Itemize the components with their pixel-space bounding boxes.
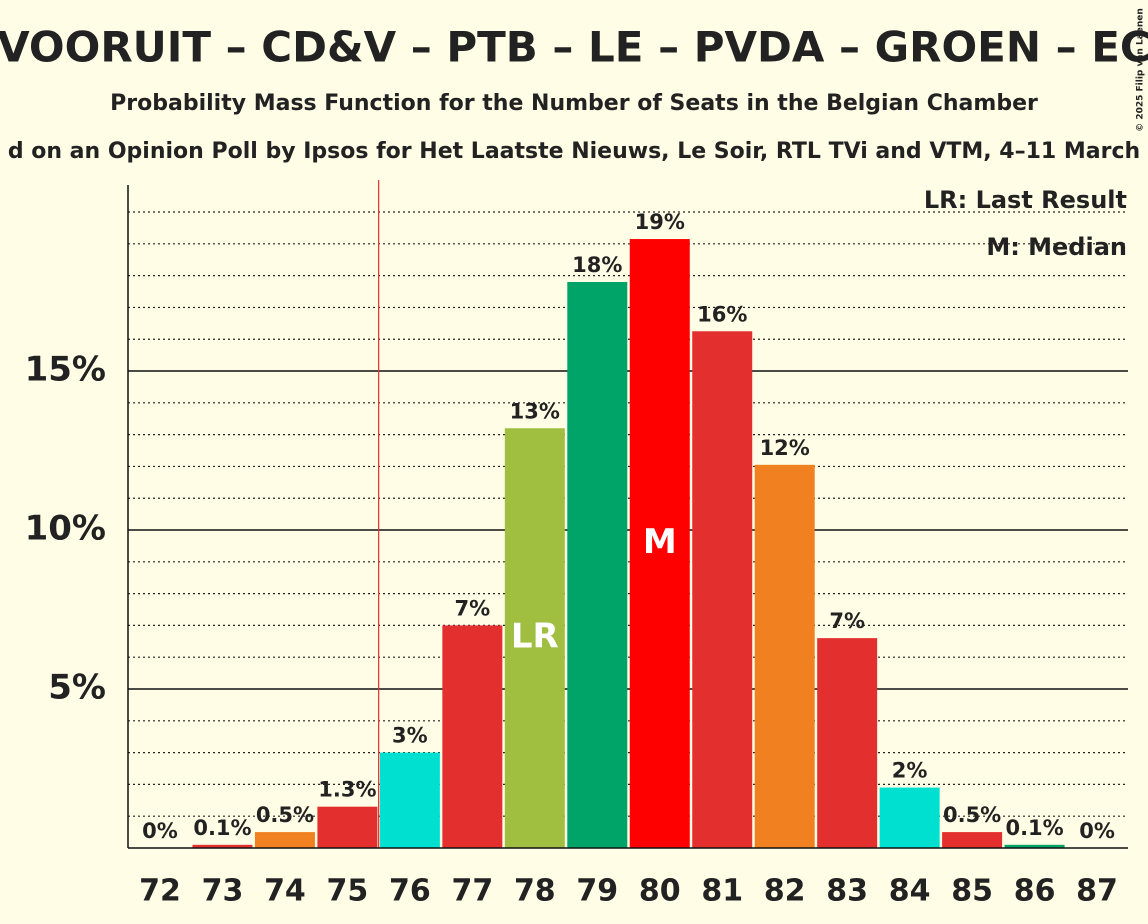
value-label: 19% bbox=[635, 210, 685, 234]
value-label: 18% bbox=[572, 253, 622, 277]
value-label: 3% bbox=[392, 724, 428, 748]
bar bbox=[254, 832, 315, 848]
value-label: 13% bbox=[510, 399, 560, 423]
x-tick-label: 74 bbox=[264, 874, 306, 909]
chart-subtitle: Probability Mass Function for the Number… bbox=[110, 91, 1038, 116]
x-tick-label: 72 bbox=[139, 874, 181, 909]
x-tick-label: 80 bbox=[639, 874, 681, 909]
bar bbox=[504, 428, 565, 848]
value-label: 7% bbox=[829, 609, 865, 633]
bar bbox=[1004, 844, 1065, 848]
bar bbox=[817, 638, 878, 848]
bar bbox=[879, 787, 940, 848]
bar-annotation: M bbox=[643, 522, 677, 562]
bar bbox=[192, 844, 253, 848]
x-tick-label: 81 bbox=[701, 874, 743, 909]
value-label: 12% bbox=[760, 436, 810, 460]
x-tick-label: 75 bbox=[327, 874, 369, 909]
copyright: © 2025 Filip van Laenen bbox=[1136, 8, 1146, 132]
value-label: 0.5% bbox=[943, 803, 1001, 827]
bar-annotation: LR bbox=[511, 617, 559, 657]
legend-entry: M: Median bbox=[986, 233, 1127, 261]
bar bbox=[442, 625, 503, 848]
value-label: 0.1% bbox=[1005, 816, 1063, 840]
x-tick-label: 82 bbox=[764, 874, 806, 909]
y-tick-label: 15% bbox=[25, 350, 106, 390]
bar bbox=[754, 464, 815, 848]
y-tick-label: 5% bbox=[48, 668, 106, 708]
value-label: 0% bbox=[1079, 819, 1115, 843]
x-tick-label: 83 bbox=[826, 874, 868, 909]
x-tick-label: 84 bbox=[889, 874, 931, 909]
x-tick-label: 86 bbox=[1014, 874, 1056, 909]
bar bbox=[629, 239, 690, 848]
bar bbox=[317, 806, 378, 848]
bar bbox=[379, 752, 440, 848]
value-label: 7% bbox=[455, 596, 491, 620]
x-tick-label: 87 bbox=[1076, 874, 1118, 909]
x-tick-label: 78 bbox=[514, 874, 556, 909]
legend-entry: LR: Last Result bbox=[924, 186, 1127, 214]
x-tick-label: 76 bbox=[389, 874, 431, 909]
value-label: 0.5% bbox=[256, 803, 314, 827]
x-tick-label: 77 bbox=[451, 874, 493, 909]
chart-title: – VOORUIT – CD&V – PTB – LE – PVDA – GRO… bbox=[0, 23, 1148, 72]
value-label: 0.1% bbox=[193, 816, 251, 840]
y-tick-label: 10% bbox=[25, 509, 106, 549]
value-label: 2% bbox=[892, 759, 928, 783]
bar bbox=[567, 281, 628, 849]
x-tick-label: 79 bbox=[576, 874, 618, 909]
bar bbox=[942, 832, 1003, 848]
chart-subtitle: d on an Opinion Poll by Ipsos for Het La… bbox=[8, 139, 1140, 164]
x-tick-label: 73 bbox=[202, 874, 244, 909]
value-label: 16% bbox=[697, 302, 747, 326]
x-tick-label: 85 bbox=[951, 874, 993, 909]
bar bbox=[692, 331, 753, 848]
value-label: 0% bbox=[142, 819, 178, 843]
value-label: 1.3% bbox=[318, 778, 376, 802]
